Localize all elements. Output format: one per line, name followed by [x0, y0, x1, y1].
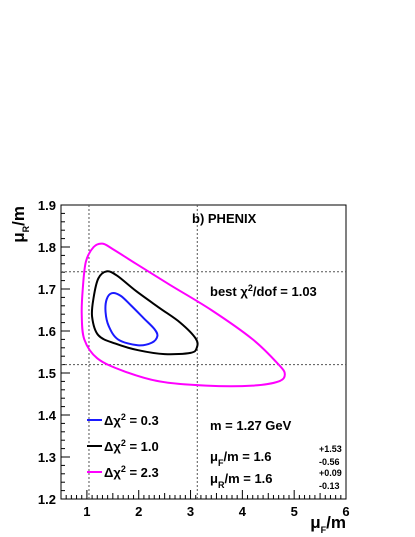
x-tick-label: 5 — [291, 504, 298, 519]
x-tick-label: 3 — [187, 504, 194, 519]
panel-label: b) PHENIX — [192, 211, 257, 226]
y-tick-label: 1.6 — [38, 324, 56, 339]
contour-0 — [104, 292, 159, 347]
muF-plus: +1.53 — [319, 444, 342, 454]
plot-frame — [60, 204, 347, 500]
y-tick-label: 1.8 — [38, 240, 56, 255]
contour-1 — [90, 270, 199, 356]
contour-2 — [80, 242, 286, 388]
y-tick-label: 1.3 — [38, 450, 56, 465]
muF-minus: -0.56 — [319, 457, 340, 467]
muR-plus: +0.09 — [319, 468, 342, 478]
y-tick-label: 1.5 — [38, 366, 56, 381]
y-tick-label: 1.7 — [38, 282, 56, 297]
axis-ticks — [60, 204, 347, 500]
best-fit-annotation: best χ2/dof = 1.03 — [210, 283, 317, 299]
muR-minus: -0.13 — [319, 481, 340, 491]
y-tick-label: 1.4 — [38, 408, 57, 423]
y-tick-label: 1.9 — [38, 198, 56, 213]
confidence-contours — [80, 242, 286, 388]
legend-label-1: Δχ2 = 1.0 — [104, 438, 159, 454]
muF-result: μF/m = 1.6 — [210, 449, 272, 468]
x-tick-label: 4 — [239, 504, 247, 519]
y-axis-title: μR/m — [9, 206, 31, 243]
tick-labels: 1 2 3 4 5 6 1.2 1.3 1.4 1.5 1.6 1.7 1.8 1.9 — [38, 198, 350, 519]
legend-swatches — [87, 419, 102, 473]
x-axis-title: μF/m — [310, 513, 346, 535]
muR-result: μR/m = 1.6 — [210, 471, 273, 490]
reference-lines — [61, 205, 346, 499]
x-tick-label: 1 — [83, 504, 90, 519]
legend-label-2: Δχ2 = 2.3 — [104, 464, 159, 480]
x-tick-label: 6 — [342, 504, 349, 519]
mass-annotation: m = 1.27 GeV — [210, 418, 292, 433]
legend-label-0: Δχ2 = 0.3 — [104, 412, 159, 428]
x-tick-label: 2 — [135, 504, 142, 519]
y-tick-label: 1.2 — [38, 492, 56, 507]
